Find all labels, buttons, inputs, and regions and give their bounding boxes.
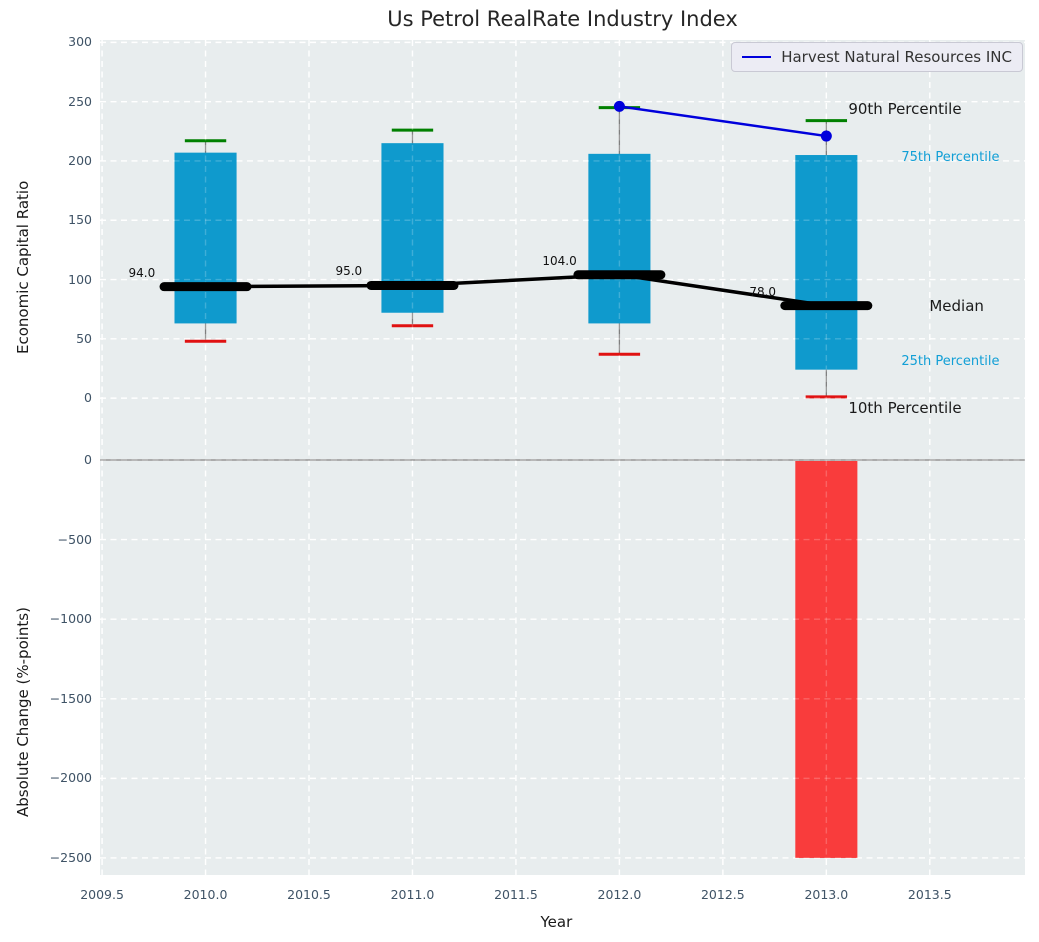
ytick-bottom--500: −500 [57, 531, 92, 547]
ytick-top-300: 300 [68, 34, 92, 50]
xtick-2013.0: 2013.0 [804, 887, 849, 902]
change-bar-2013 [795, 460, 858, 858]
iqr-box-2012 [588, 153, 651, 324]
median-value-label-2012: 104.0 [542, 253, 577, 268]
series-point-2013 [820, 130, 832, 142]
xtick-2010.0: 2010.0 [183, 887, 228, 902]
xtick-2011.5: 2011.5 [494, 887, 538, 902]
chart-canvas [100, 40, 1025, 875]
chart-title: Us Petrol RealRate Industry Index [387, 7, 738, 31]
ytick-bottom--1000: −1000 [49, 611, 92, 627]
median-marker-2010 [159, 282, 252, 292]
median-marker-2011 [366, 280, 459, 290]
ytick-bottom--1500: −1500 [49, 690, 92, 706]
iqr-box-2013 [795, 155, 858, 370]
ytick-top-100: 100 [68, 271, 92, 287]
xtick-2011.0: 2011.0 [390, 887, 435, 902]
xtick-2013.5: 2013.5 [907, 887, 952, 902]
series-line-0 [619, 105, 827, 138]
xtick-2012.0: 2012.0 [597, 887, 642, 902]
median-marker-2012 [573, 270, 666, 280]
legend: Harvest Natural Resources INC [731, 42, 1023, 72]
median-value-label-2013: 78.0 [749, 284, 777, 299]
ytick-top-150: 150 [68, 212, 92, 228]
y-axis-label-top: Economic Capital Ratio [14, 180, 32, 354]
ytick-bottom-0: 0 [84, 452, 92, 467]
median-line [203, 273, 829, 308]
iqr-box-2010 [174, 152, 237, 324]
percentile-annotation-75th-percentile: 75th Percentile [901, 150, 1000, 166]
ytick-bottom--2500: −2500 [49, 849, 92, 865]
median-value-label-2010: 94.0 [128, 265, 156, 280]
x-axis-label: Year [540, 913, 573, 931]
ytick-bottom--2000: −2000 [49, 770, 92, 786]
xtick-2012.5: 2012.5 [700, 887, 745, 902]
series-point-2012 [613, 100, 625, 112]
ytick-top-250: 250 [68, 93, 92, 109]
median-value-label-2011: 95.0 [335, 264, 363, 279]
percentile-annotation-25th-percentile: 25th Percentile [901, 354, 1000, 370]
ytick-top-50: 50 [76, 330, 92, 346]
percentile-annotation-median: Median [929, 297, 984, 316]
legend-line-icon [742, 56, 772, 58]
xtick-2009.5: 2009.5 [80, 887, 124, 902]
ytick-top-0: 0 [84, 390, 92, 406]
legend-label: Harvest Natural Resources INC [781, 48, 1012, 66]
ytick-top-200: 200 [68, 152, 92, 168]
percentile-annotation-10th-percentile: 10th Percentile [848, 399, 962, 418]
xtick-2010.5: 2010.5 [287, 887, 331, 902]
plot-area [100, 40, 1025, 875]
median-marker-2013 [780, 301, 873, 311]
percentile-annotation-90th-percentile: 90th Percentile [848, 100, 962, 119]
